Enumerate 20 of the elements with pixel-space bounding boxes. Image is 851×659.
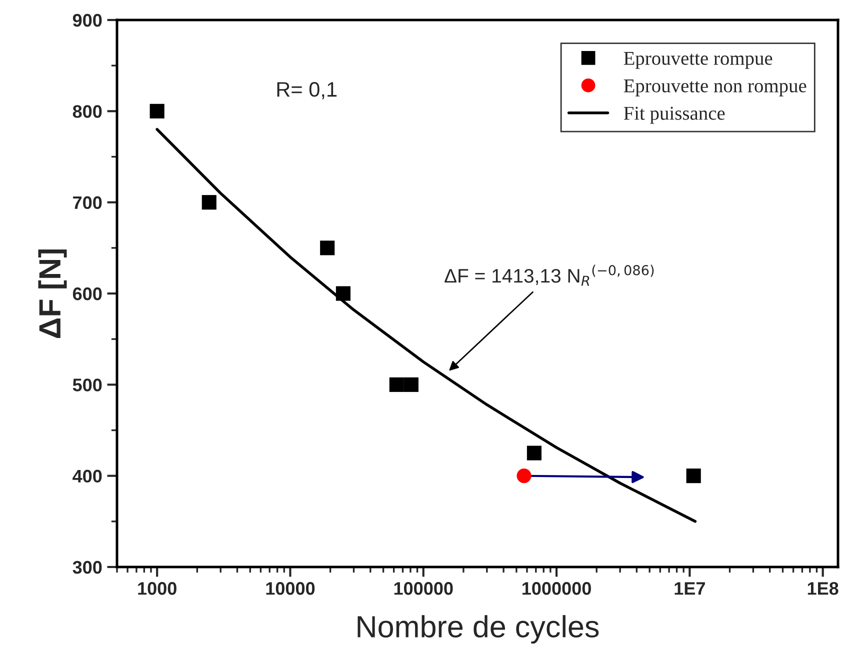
y-tick-label: 500: [72, 378, 102, 392]
y-tick-label: 400: [72, 470, 102, 483]
y-tick-label: 600: [72, 287, 102, 300]
y-tick-label: 300: [72, 560, 102, 574]
x-axis-title: Nombre de cycles: [358, 615, 599, 644]
legend-label: Fit puissance: [624, 106, 725, 124]
y-tick-label: 800: [72, 105, 102, 118]
x-tick-label: 100000: [394, 582, 453, 595]
x-tick-label: 1E7: [674, 582, 705, 595]
x-tick-label: 1000: [138, 582, 176, 595]
x-tick-label: 1000000: [522, 582, 591, 595]
legend-label: Eprouvette non rompue: [624, 79, 806, 96]
legend-label: Eprouvette rompue: [624, 52, 772, 69]
y-tick-label: 900: [72, 14, 102, 27]
x-tick-label: 10000: [266, 582, 315, 595]
y-tick-label: 700: [73, 196, 102, 210]
annotation: ΔF = 1413,13 N$_{R}$$^{(−0,086)}$: [444, 264, 654, 286]
annotation: R= 0,1: [277, 82, 337, 100]
y-axis-title: ΔF [N]: [38, 249, 67, 338]
x-tick-label: 1E8: [808, 582, 838, 595]
